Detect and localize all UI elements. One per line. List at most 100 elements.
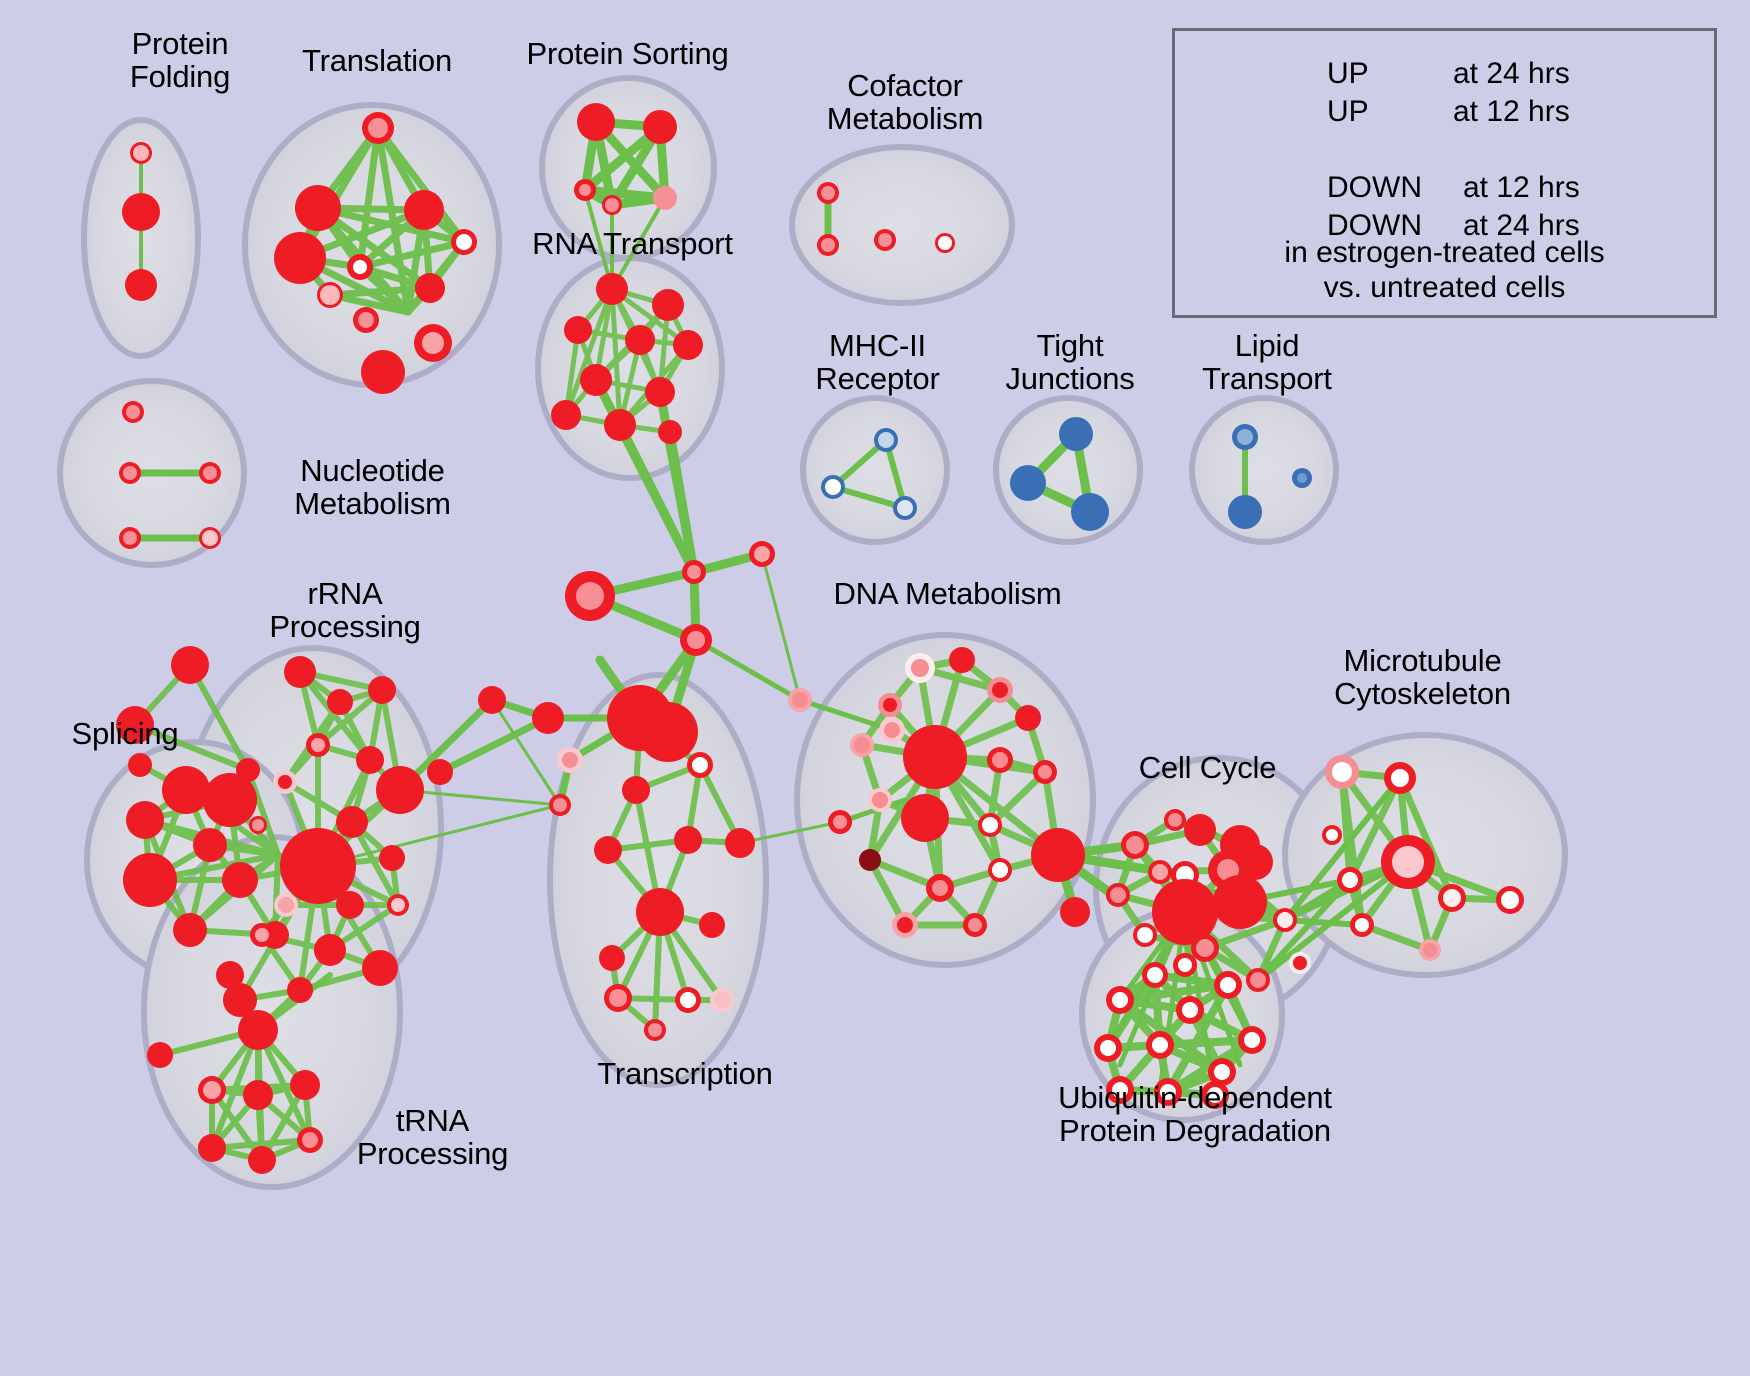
node [193, 828, 227, 862]
legend-box: UP at 24 hrs UP at 12 hrs DOWN at 12 hrs… [1172, 28, 1717, 318]
cluster-ellipse-lipid-transport [1189, 395, 1339, 545]
node [532, 702, 564, 734]
node [126, 801, 164, 839]
node [306, 733, 330, 757]
node [222, 862, 258, 898]
node [850, 733, 874, 757]
node [859, 849, 881, 871]
node [1350, 913, 1374, 937]
cluster-label-dna-metabolism: DNA Metabolism [833, 576, 1062, 611]
node [1071, 493, 1109, 531]
node [879, 717, 905, 743]
cluster-ellipse-cofactor [789, 144, 1015, 306]
node [652, 289, 684, 321]
node [1060, 897, 1090, 927]
node [223, 983, 257, 1017]
cluster-label-lipid-transport: Lipid Transport [1202, 328, 1332, 396]
node [557, 747, 583, 773]
node [817, 182, 839, 204]
node [675, 987, 701, 1013]
node [1164, 809, 1186, 831]
node [868, 788, 892, 812]
node [673, 330, 703, 360]
node [173, 913, 207, 947]
node [1232, 424, 1258, 450]
node [274, 893, 298, 917]
node [128, 753, 152, 777]
node [988, 858, 1012, 882]
node [198, 1134, 226, 1162]
node [1273, 908, 1297, 932]
node [821, 475, 845, 499]
node [119, 527, 141, 549]
node [963, 913, 987, 937]
legend-time-down-24: at 24 hrs [1463, 209, 1580, 242]
cluster-label-nucleotide-metabolism: Nucleotide Metabolism [294, 453, 451, 521]
node [699, 912, 725, 938]
node [1152, 879, 1218, 945]
cluster-label-protein-folding: Protein Folding [129, 26, 231, 94]
node [274, 232, 326, 284]
node [602, 195, 622, 215]
node [162, 766, 210, 814]
node [1133, 923, 1157, 947]
node [336, 806, 368, 838]
node [1106, 883, 1130, 907]
node [273, 770, 297, 794]
node [1015, 705, 1041, 731]
node [1173, 953, 1197, 977]
node [1246, 968, 1270, 992]
node [414, 324, 452, 362]
node [1146, 1031, 1174, 1059]
node [687, 752, 713, 778]
legend-time-down-12: at 12 hrs [1463, 171, 1580, 204]
node [1033, 760, 1057, 784]
node [198, 1076, 226, 1104]
node [594, 836, 622, 864]
node [290, 1070, 320, 1100]
legend-state-up-24: UP [1327, 57, 1369, 90]
legend-time-up-24: at 24 hrs [1453, 57, 1570, 90]
node [905, 653, 935, 683]
node [1121, 831, 1149, 859]
node [725, 828, 755, 858]
node [216, 961, 244, 989]
node [1201, 1081, 1229, 1109]
node [1184, 814, 1216, 846]
node [317, 282, 343, 308]
node [901, 794, 949, 842]
node [682, 560, 706, 584]
node [874, 229, 896, 251]
network-nodes [116, 103, 1524, 1174]
node [368, 676, 396, 704]
cluster-label-microtubule: Microtubule Cytoskeleton [1334, 643, 1511, 711]
node [653, 186, 677, 210]
node [638, 702, 698, 762]
node [284, 656, 316, 688]
node [249, 816, 267, 834]
node [1031, 828, 1085, 882]
node [1176, 996, 1204, 1024]
node [353, 307, 379, 333]
node [404, 190, 444, 230]
node [658, 420, 682, 444]
node [817, 234, 839, 256]
node [451, 229, 477, 255]
node [362, 950, 398, 986]
node [645, 377, 675, 407]
node [250, 923, 274, 947]
node [604, 409, 636, 441]
cluster-label-splicing: Splicing [71, 716, 179, 751]
node [122, 401, 144, 423]
legend-state-up-12: UP [1327, 95, 1369, 128]
node [427, 759, 453, 785]
node [122, 193, 160, 231]
cluster-label-cell-cycle: Cell Cycle [1138, 750, 1277, 785]
legend-state-down-24: DOWN [1327, 209, 1422, 242]
node [926, 874, 954, 902]
node [243, 1080, 273, 1110]
node [978, 813, 1002, 837]
cluster-ellipse-mhcii [800, 395, 950, 545]
node [643, 110, 677, 144]
